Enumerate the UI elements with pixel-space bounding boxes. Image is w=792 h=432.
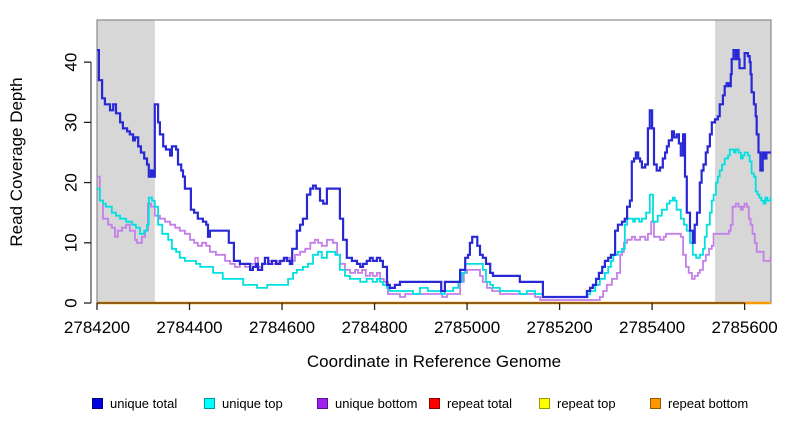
x-axis-label: Coordinate in Reference Genome (306, 352, 562, 371)
legend-swatch-icon (539, 397, 550, 409)
y-tick-label: 10 (61, 233, 80, 252)
series-line-unique-total (97, 49, 771, 299)
x-tick-label: 2785200 (527, 318, 593, 337)
y-tick-label: 20 (61, 173, 80, 192)
legend-label: repeat top (557, 395, 616, 411)
legend-swatch-icon (204, 397, 215, 409)
legend-swatch-icon (650, 397, 661, 409)
x-tick-label: 2784600 (249, 318, 315, 337)
x-tick-label: 2785600 (712, 318, 778, 337)
x-tick-label: 2784400 (156, 318, 222, 337)
legend-item-unique-bottom: unique bottom (317, 395, 418, 411)
legend-label: repeat bottom (668, 395, 749, 411)
repeat-region-band (97, 20, 155, 303)
series-line-unique-bottom (97, 175, 772, 301)
legend-swatch-icon (317, 397, 328, 409)
x-tick-label: 2784800 (341, 318, 407, 337)
legend-item-repeat-total: repeat total (429, 395, 513, 411)
y-axis-label: Read Coverage Depth (7, 77, 26, 247)
x-tick-label: 2785400 (619, 318, 685, 337)
legend-label: unique bottom (335, 395, 418, 411)
x-tick-label: 2785000 (434, 318, 500, 337)
plot-box (96, 19, 772, 304)
x-tick-label: 2784200 (64, 318, 130, 337)
legend-item-unique-total: unique total (92, 395, 178, 411)
legend-label: unique total (110, 395, 178, 411)
legend-label: unique top (222, 395, 283, 411)
y-tick-label: 0 (61, 298, 80, 307)
legend-label: repeat total (447, 395, 513, 411)
legend-item-repeat-top: repeat top (539, 395, 616, 411)
legend-swatch-icon (429, 397, 440, 409)
y-tick-label: 30 (61, 113, 80, 132)
legend-item-repeat-bottom: repeat bottom (650, 395, 749, 411)
y-tick-label: 40 (61, 53, 80, 72)
legend-item-unique-top: unique top (204, 395, 283, 411)
series-line-unique-top (97, 148, 772, 298)
legend-swatch-icon (92, 397, 103, 409)
